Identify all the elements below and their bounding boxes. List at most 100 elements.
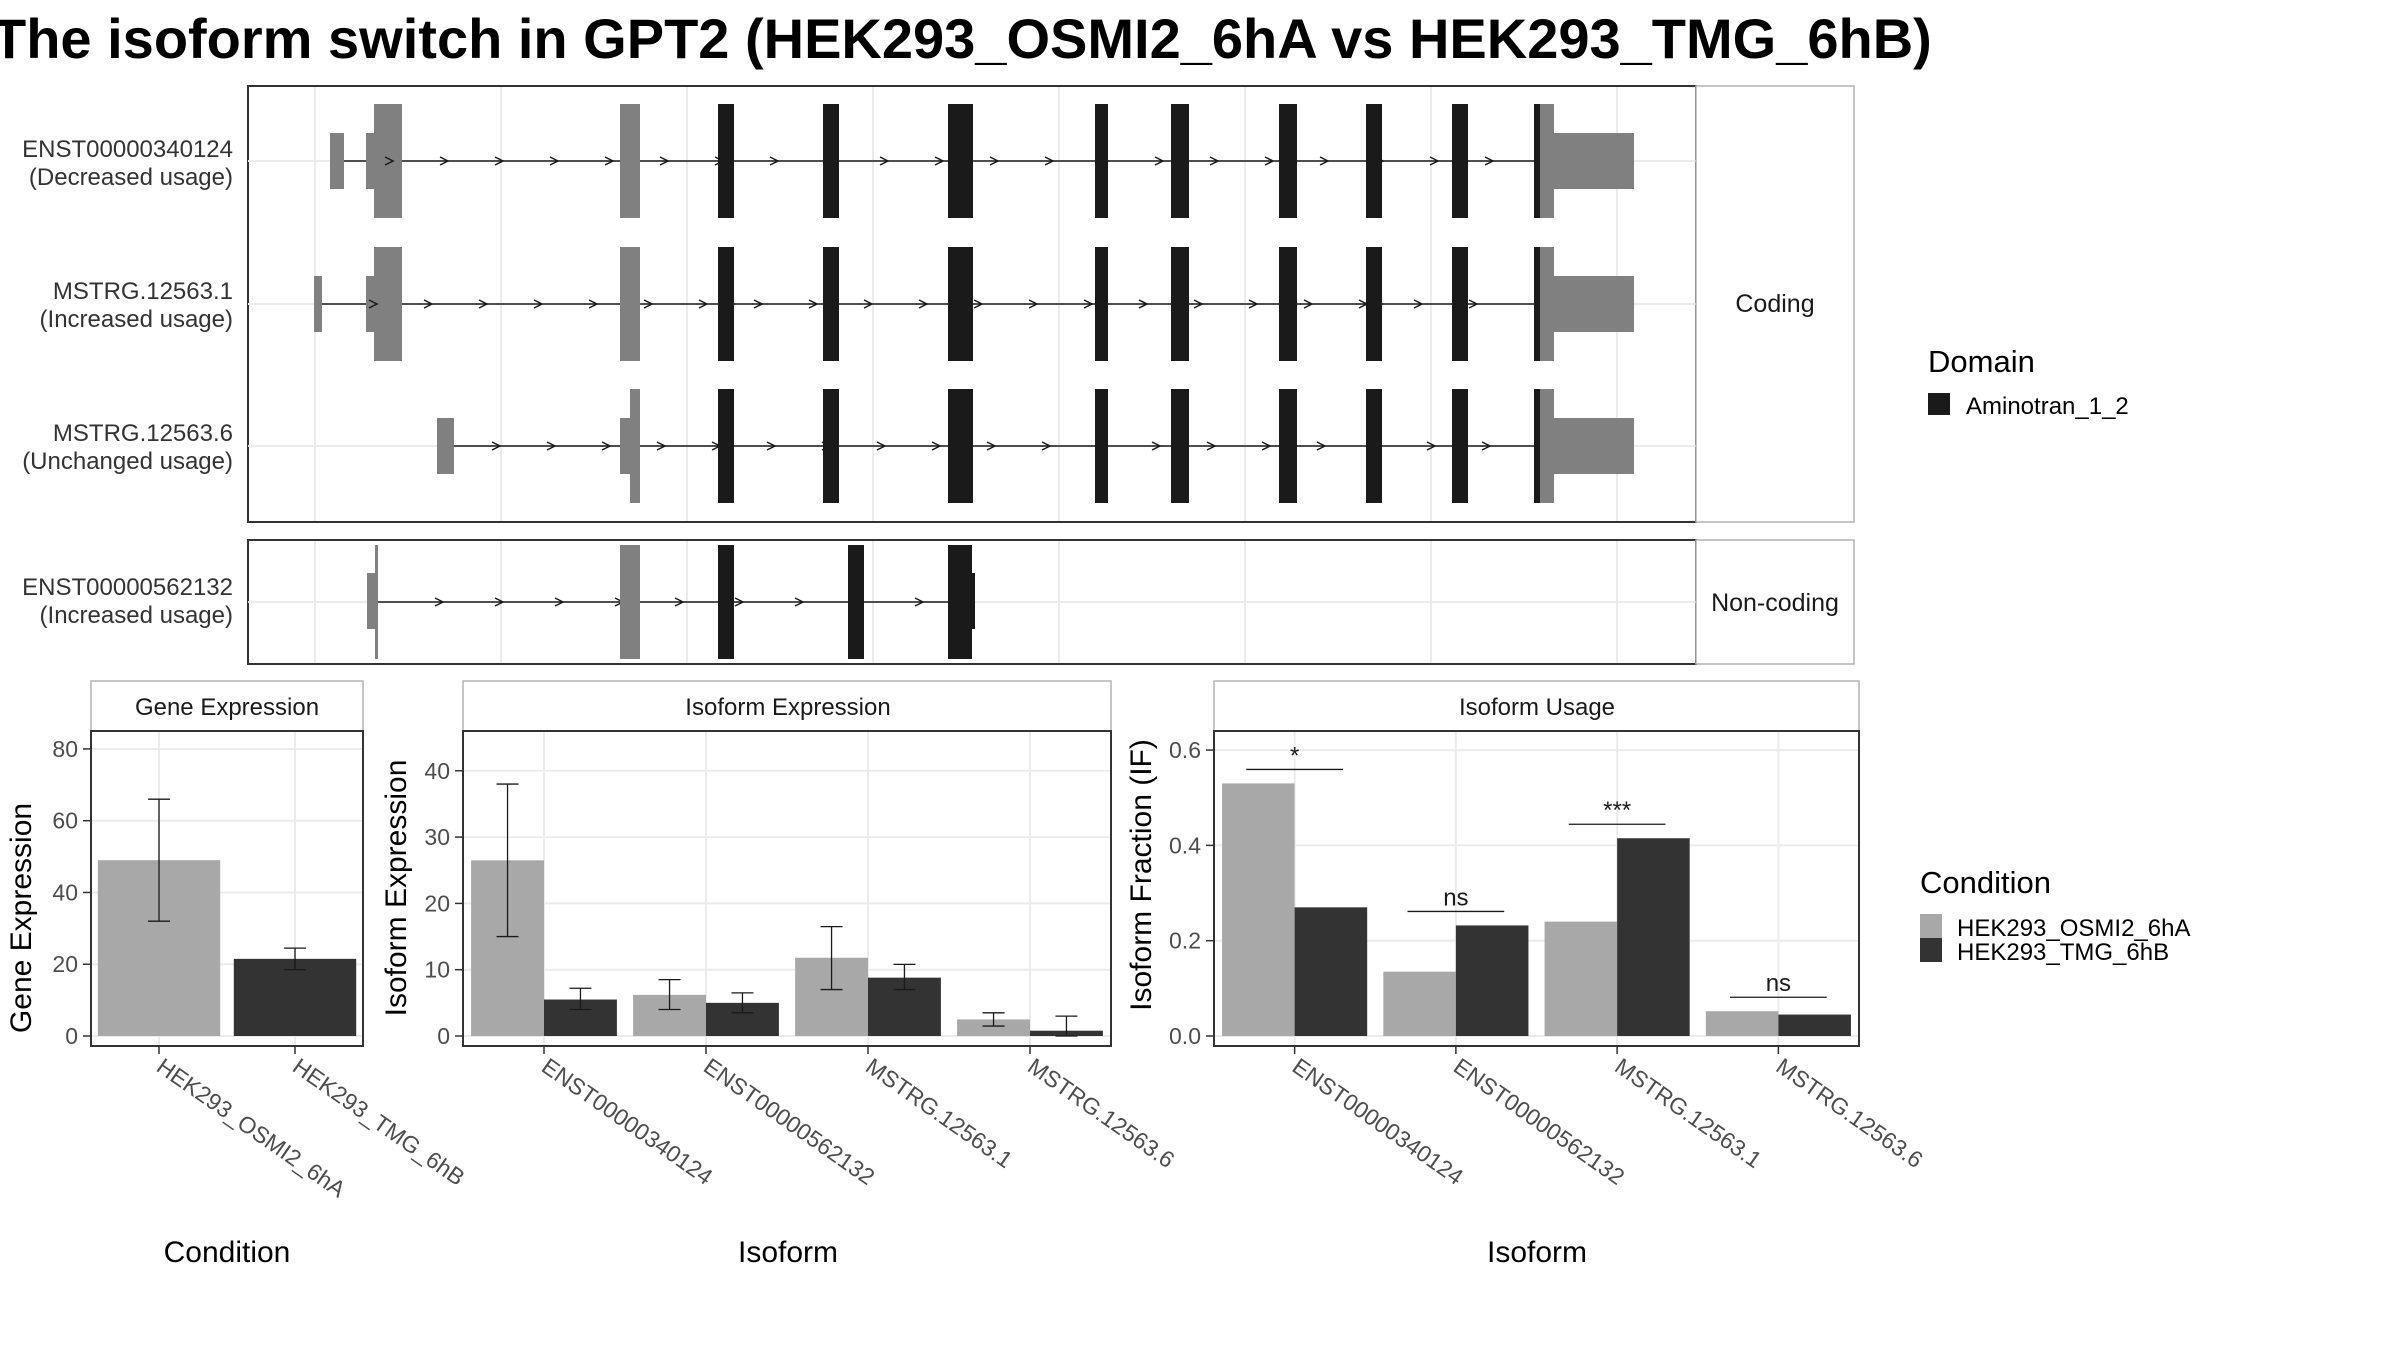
condition-legend-label-a: HEK293_OSMI2_6hA	[1957, 915, 2190, 942]
strand-arrow	[1138, 299, 1149, 309]
coding-strip	[1695, 85, 1855, 523]
strip-box	[1213, 680, 1860, 732]
domain-exon	[1366, 389, 1382, 503]
isoform-expression-panel: 010203040ENST00000340124ENST00000562132M…	[380, 680, 1179, 1269]
strand-arrow	[384, 156, 395, 166]
plot-frame	[462, 730, 1112, 1047]
utr-exon	[314, 276, 322, 332]
transcript-labels: ENST00000340124 (Decreased usage) MSTRG.…	[22, 136, 233, 629]
strand-arrow	[1193, 299, 1204, 309]
utr-exon	[620, 418, 632, 474]
domain-exon	[823, 247, 839, 361]
strand-arrow	[989, 156, 1000, 166]
coding-transcript-tracks	[314, 104, 1634, 503]
domain-exon	[1095, 389, 1108, 503]
domain-exon	[1534, 104, 1545, 218]
strand-arrow	[973, 299, 984, 309]
strand-arrow	[1248, 299, 1259, 309]
domain-exon	[823, 389, 839, 503]
domain-exon	[718, 545, 734, 659]
utr-exon	[367, 573, 377, 629]
utr-exon	[1554, 418, 1634, 474]
domain-legend-title: Domain	[1928, 344, 2035, 379]
domain-legend-label: Aminotran_1_2	[1966, 393, 2129, 420]
figure-title: The isoform switch in GPT2 (HEK293_OSMI2…	[0, 7, 1932, 70]
bar	[1383, 971, 1456, 1036]
utr-exon	[620, 104, 640, 218]
strand-arrow	[863, 299, 874, 309]
bar	[1705, 1011, 1779, 1036]
bar	[1778, 1014, 1851, 1036]
noncoding-strip	[1695, 539, 1855, 665]
isoform-usage-x-axis-label: Isoform	[1487, 1236, 1587, 1269]
utr-exon	[1554, 133, 1634, 189]
domain-exon	[1171, 389, 1189, 503]
noncoding-structure-panel: Non-coding	[247, 539, 1855, 665]
strand-arrow	[549, 156, 560, 166]
strand-arrow	[601, 441, 612, 451]
significance-label: *	[1290, 742, 1299, 769]
strand-arrow	[546, 441, 557, 451]
plot-background	[463, 731, 1111, 1046]
gene-expression-y-axis-label: Gene Expression	[5, 803, 38, 1033]
bar	[1222, 783, 1295, 1036]
x-tick-label: ENST00000340124	[1288, 1053, 1469, 1190]
strand-arrow	[478, 299, 489, 309]
strand-arrow	[766, 441, 777, 451]
bar	[1294, 907, 1368, 1036]
y-tick-label: 0.2	[1169, 928, 1201, 954]
transcript-id-label: MSTRG.12563.6	[53, 420, 233, 447]
strand-arrow	[368, 299, 379, 309]
significance-label: ns	[1443, 884, 1468, 911]
strand-arrow	[879, 156, 890, 166]
strand-arrow	[1154, 156, 1165, 166]
strand-arrow	[494, 156, 505, 166]
y-tick-label: 20	[424, 890, 450, 916]
y-tick-label: 0.0	[1169, 1023, 1201, 1049]
domain-exon	[1452, 247, 1468, 361]
strand-arrow	[1206, 441, 1217, 451]
utr-exon	[1540, 104, 1554, 218]
domain-exon	[972, 573, 975, 629]
strand-arrow	[1429, 156, 1440, 166]
utr-exon	[330, 133, 344, 189]
condition-legend-swatch-a	[1920, 914, 1942, 938]
isoform-expression-x-axis-label: Isoform	[738, 1236, 838, 1269]
utr-exon	[620, 545, 640, 659]
utr-exon	[375, 545, 378, 659]
strand-arrow	[1413, 299, 1424, 309]
domain-exon	[948, 545, 972, 659]
x-tick-label: MSTRG.12563.6	[1772, 1053, 1928, 1173]
strand-arrow	[1303, 299, 1314, 309]
strand-arrow	[423, 299, 434, 309]
x-tick-label: ENST00000562132	[1449, 1053, 1629, 1190]
domain-exon	[1279, 247, 1297, 361]
utr-exon	[374, 104, 402, 218]
transcript-id-label: MSTRG.12563.1	[53, 278, 233, 305]
domain-exon	[948, 104, 973, 218]
strand-arrow	[1468, 299, 1479, 309]
domain-legend: Domain Aminotran_1_2	[1928, 344, 2129, 420]
isoform-usage-strip-label: Isoform Usage	[1459, 694, 1615, 721]
plot-frame	[90, 730, 364, 1047]
domain-exon	[1534, 389, 1545, 503]
strand-arrow	[1316, 441, 1327, 451]
domain-exon	[718, 389, 734, 503]
utr-exon	[620, 247, 640, 361]
domain-exon	[1171, 104, 1189, 218]
x-tick-label: ENST00000562132	[699, 1053, 879, 1190]
strand-arrow	[1151, 441, 1162, 451]
strand-arrow	[876, 441, 887, 451]
bar	[233, 958, 357, 1036]
strand-arrow	[1261, 441, 1272, 451]
condition-legend-title: Condition	[1920, 865, 2051, 900]
strand-arrow	[674, 597, 685, 607]
strand-arrow	[1044, 156, 1055, 166]
y-tick-label: 20	[52, 951, 78, 977]
strand-arrow	[643, 299, 654, 309]
strand-arrow	[734, 597, 745, 607]
transcript-usage-label: (Increased usage)	[40, 602, 233, 629]
isoform-usage-y-axis-label: Isoform Fraction (IF)	[1125, 739, 1158, 1011]
condition-legend-label-b: HEK293_TMG_6hB	[1957, 939, 2169, 966]
y-tick-label: 30	[424, 824, 450, 850]
